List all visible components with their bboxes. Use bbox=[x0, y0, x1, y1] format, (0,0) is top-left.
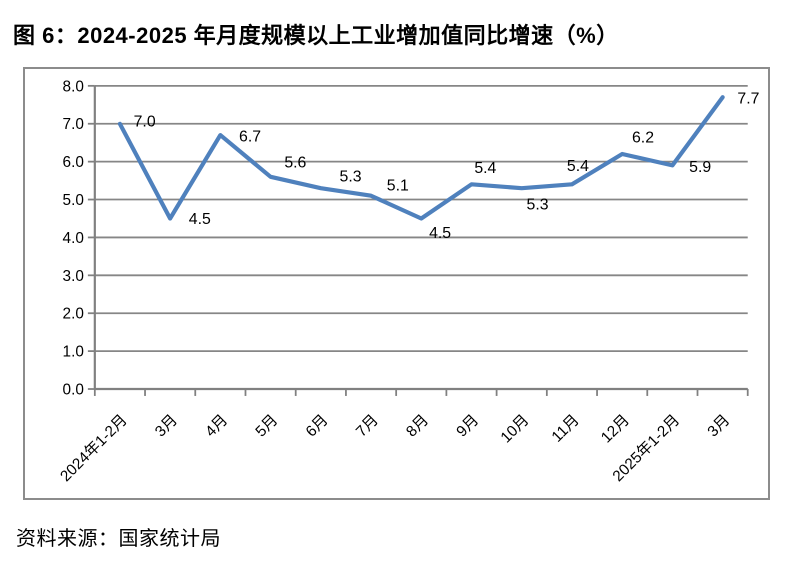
x-tick-label: 11月 bbox=[549, 412, 583, 446]
y-tick-label: 1.0 bbox=[63, 344, 84, 361]
x-tick-label: 12月 bbox=[598, 412, 633, 447]
data-point-label: 5.4 bbox=[474, 160, 496, 177]
x-tick-label: 5月 bbox=[252, 412, 281, 441]
x-tick-label: 4月 bbox=[202, 412, 231, 441]
y-tick-label: 8.0 bbox=[63, 78, 84, 95]
x-tick-label: 9月 bbox=[453, 412, 482, 441]
x-tick-label: 6月 bbox=[303, 412, 332, 441]
data-point-label: 5.3 bbox=[527, 196, 549, 213]
data-point-label: 5.3 bbox=[340, 169, 362, 186]
data-point-label: 6.7 bbox=[239, 129, 261, 146]
x-tick-label: 3月 bbox=[152, 412, 181, 441]
x-tick-label: 7月 bbox=[353, 412, 382, 441]
x-tick-label: 3月 bbox=[704, 412, 733, 441]
source-note: 资料来源：国家统计局 bbox=[16, 528, 221, 550]
data-point-label: 7.0 bbox=[134, 113, 156, 130]
data-point-label: 4.5 bbox=[189, 211, 211, 228]
line-chart: 0.0 1.0 2.0 3.0 4.0 5.0 6.0 7.0 8.0 2024年1-2月 3月 4月… bbox=[56, 78, 759, 485]
data-point-label: 4.5 bbox=[429, 225, 451, 242]
data-point-label: 7.7 bbox=[737, 91, 759, 108]
figure-title: 图 6：2024-2025 年月度规模以上工业增加值同比增速（%） bbox=[13, 23, 619, 48]
y-tick-label: 3.0 bbox=[63, 268, 84, 285]
data-point-label: 5.9 bbox=[689, 159, 711, 176]
y-tick-label: 7.0 bbox=[63, 116, 84, 133]
data-point-label: 5.1 bbox=[387, 177, 409, 194]
y-tick-label: 6.0 bbox=[63, 154, 84, 171]
data-point-label: 6.2 bbox=[632, 130, 654, 147]
x-tick-label: 2024年1-2月 bbox=[56, 411, 130, 485]
data-point-label: 5.6 bbox=[284, 154, 306, 171]
chart-area: 0.0 1.0 2.0 3.0 4.0 5.0 6.0 7.0 8.0 2024年1-2月 3月 4月… bbox=[23, 67, 770, 500]
y-tick-label: 4.0 bbox=[63, 230, 84, 247]
y-tick-label: 5.0 bbox=[63, 192, 84, 209]
data-point-label: 5.4 bbox=[567, 158, 589, 175]
y-tick-label: 0.0 bbox=[63, 381, 84, 398]
series-line bbox=[117, 95, 725, 221]
y-tick-label: 2.0 bbox=[63, 306, 84, 323]
x-tick-label: 10月 bbox=[498, 412, 533, 447]
x-tick-label: 8月 bbox=[403, 412, 432, 441]
